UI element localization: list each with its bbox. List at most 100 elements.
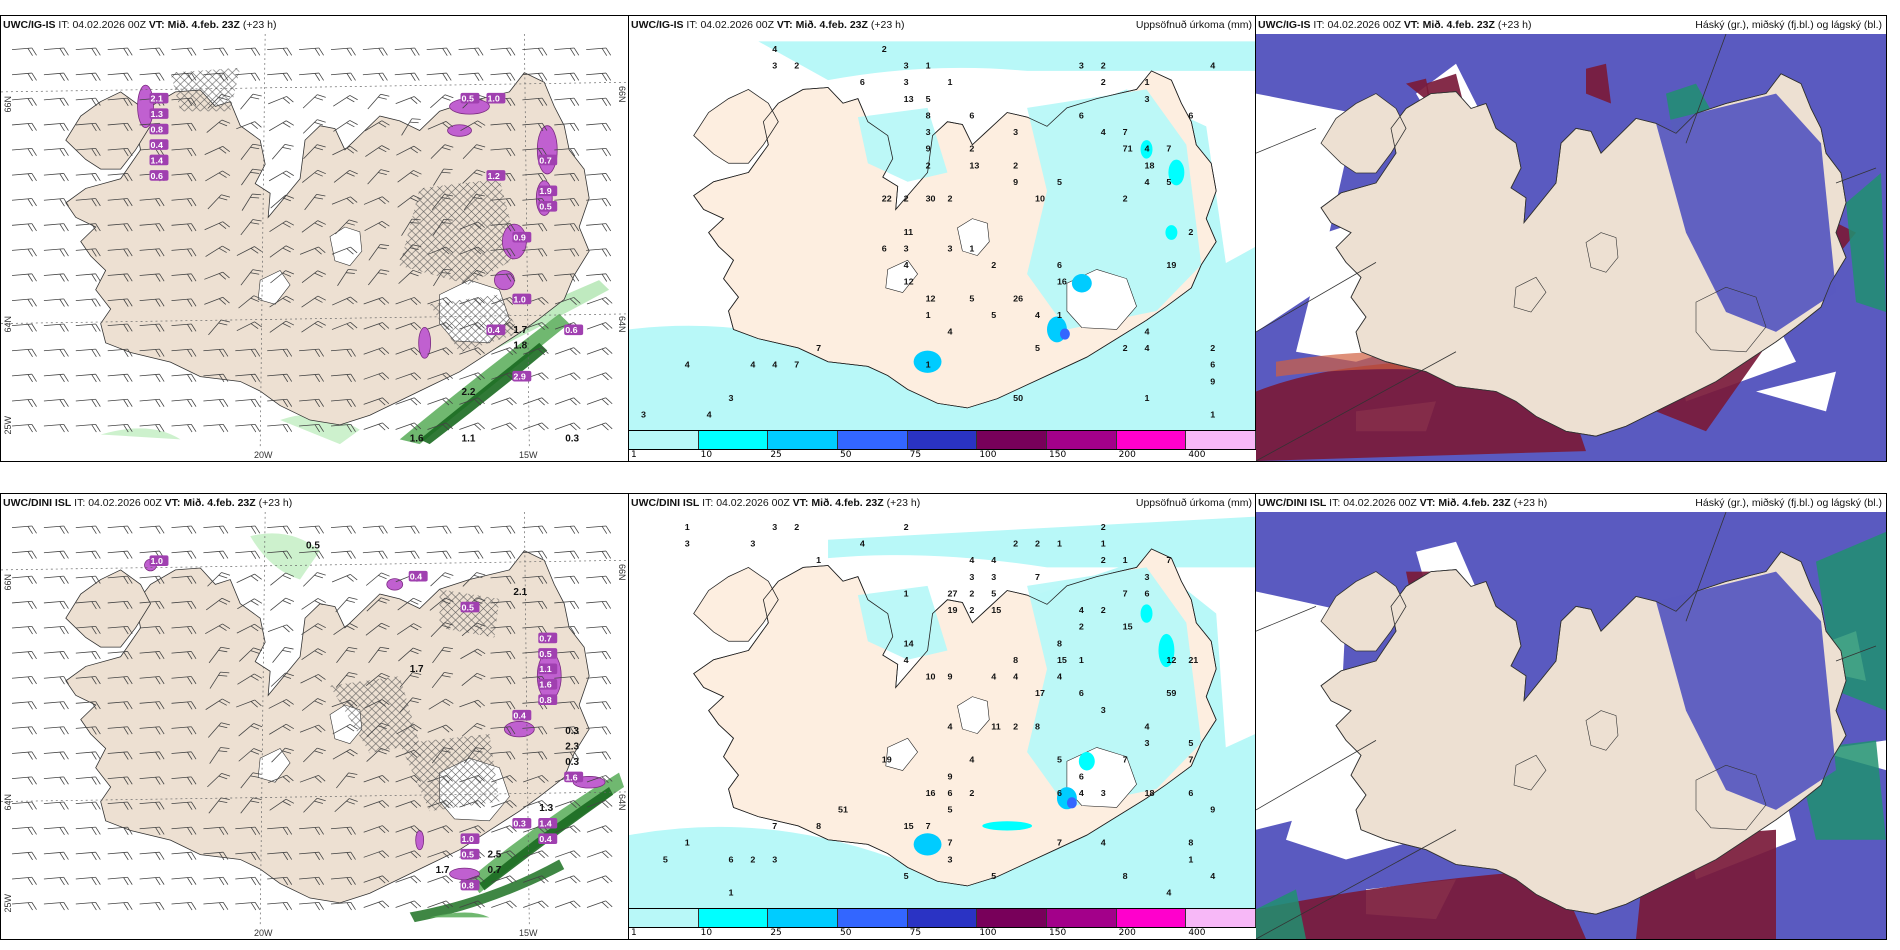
- wind-barb: [267, 423, 293, 433]
- wind-barb: [75, 248, 101, 257]
- precip-value-label: 3: [1145, 94, 1150, 104]
- latitude-gridline: [1, 81, 629, 93]
- precip-value-label: 5: [926, 94, 931, 104]
- wind-barb: [203, 525, 229, 534]
- precip-value-label: 3: [1101, 788, 1106, 798]
- wind-barb: [395, 749, 422, 758]
- wind-barb: [586, 775, 613, 783]
- region-boundary: [1256, 127, 1317, 154]
- wind-barb: [240, 219, 262, 236]
- wind-barb: [302, 94, 326, 109]
- wind-barb: [431, 194, 454, 211]
- precip-value-label: 3: [1013, 127, 1018, 137]
- precip-value-label: 9: [1210, 377, 1215, 387]
- wind-barb: [522, 97, 548, 107]
- precip-value-label: 6: [1079, 688, 1084, 698]
- wind-barb: [332, 296, 358, 306]
- precip-value-label: 0.5: [462, 94, 475, 104]
- precip-value-label: 15: [1057, 655, 1067, 665]
- wind-barb: [237, 673, 263, 685]
- wind-barb: [554, 122, 580, 132]
- wind-barb: [43, 97, 69, 107]
- wind-barb: [586, 297, 613, 305]
- wind-barb: [427, 875, 453, 884]
- high-cloud-area: [1846, 173, 1886, 313]
- wind-barb: [171, 97, 197, 107]
- wind-barb: [43, 173, 69, 182]
- wind-barb: [586, 850, 613, 859]
- wind-precip-layer: 2.1 1.3 0.8 0.4 1.4 0.6 0.5 1.0 1.2 0.7 1.9 0.5 0.9 1…: [1, 34, 629, 449]
- value-label-backdrop: [512, 709, 532, 721]
- wind-barb: [75, 173, 101, 182]
- wind-barb: [586, 397, 613, 406]
- wind-barb: [430, 622, 454, 637]
- precip-value-label: 8: [1057, 639, 1062, 649]
- wind-barb: [268, 96, 294, 105]
- wind-barb: [267, 348, 293, 357]
- precip-value-label: 50: [1013, 393, 1023, 403]
- precip-value-label: 6: [969, 111, 974, 121]
- wind-barb: [107, 701, 133, 710]
- precip-value-label: 0.7: [539, 633, 552, 643]
- wind-barb: [171, 47, 197, 56]
- precip-value-label: 4: [1145, 144, 1150, 154]
- map-area: 2.1 1.3 0.8 0.4 1.4 0.6 0.5 1.0 1.2 0.7 1.9 0.5 0.9 1…: [1, 34, 629, 449]
- wind-barb: [395, 775, 422, 783]
- wind-barb: [11, 575, 37, 585]
- wind-barb: [333, 623, 358, 636]
- wind-barb: [43, 47, 69, 56]
- wind-barb: [43, 248, 69, 257]
- precip-value-label: 7: [1166, 556, 1171, 566]
- wind-barb: [205, 245, 231, 257]
- wind-barb: [11, 726, 37, 735]
- precip-value-label: 7: [1123, 755, 1128, 765]
- wind-barb: [272, 646, 294, 663]
- colorbar-legend: 1 10 25 50 75 100 150 200 400: [629, 908, 1256, 939]
- wind-barb: [43, 198, 69, 207]
- wind-barb: [241, 168, 262, 186]
- wind-barb: [490, 47, 516, 56]
- colorbar-tick-label: 1: [631, 928, 637, 938]
- precip-value-label: 1.3: [539, 803, 553, 814]
- wind-barb: [236, 699, 262, 708]
- wind-barb: [458, 525, 484, 534]
- westfjords-land: [693, 88, 779, 164]
- precip-value-label: 12: [904, 277, 914, 287]
- precip-value-label: 0.6: [565, 325, 578, 335]
- panel-header: UWC/IG-IS IT: 04.02.2026 00Z VT: Mið. 4.…: [1258, 19, 1531, 31]
- colorbar-swatch: [838, 431, 908, 449]
- wind-barb: [171, 625, 197, 635]
- colorbar-swatch: [1047, 909, 1117, 927]
- wind-barb: [139, 726, 165, 735]
- wind-barb: [395, 850, 422, 859]
- wind-barb: [363, 372, 390, 381]
- wind-barb: [107, 625, 133, 635]
- wind-barb: [238, 748, 263, 762]
- wind-barb: [139, 72, 165, 81]
- wind-barb: [207, 572, 231, 587]
- colorbar-tick-label: 100: [979, 450, 997, 460]
- wind-barb: [203, 348, 229, 357]
- glacier: [885, 737, 918, 771]
- wind-barb: [426, 72, 452, 81]
- wind-barb: [139, 398, 165, 408]
- wind-barb: [394, 47, 420, 56]
- wind-barb: [11, 298, 37, 307]
- wind-barb: [107, 676, 133, 685]
- value-label-backdrop: [538, 632, 558, 644]
- wind-barb: [235, 373, 261, 383]
- wind-barb: [397, 170, 422, 183]
- wind-barb: [270, 597, 295, 611]
- panel-accum-precip-dini: UWC/DINI ISL IT: 04.02.2026 00Z VT: Mið.…: [628, 493, 1257, 940]
- precip-value-label: 2: [969, 605, 974, 615]
- colorbar-swatch: [1186, 431, 1256, 449]
- wind-barb: [399, 672, 422, 688]
- precip-value-label: 6: [1057, 260, 1062, 270]
- wind-barb: [11, 876, 37, 886]
- wind-barb: [299, 525, 324, 534]
- wind-barb: [368, 646, 390, 664]
- wind-barb: [107, 600, 133, 610]
- wind-barb: [75, 876, 101, 886]
- wind-barb: [554, 550, 580, 559]
